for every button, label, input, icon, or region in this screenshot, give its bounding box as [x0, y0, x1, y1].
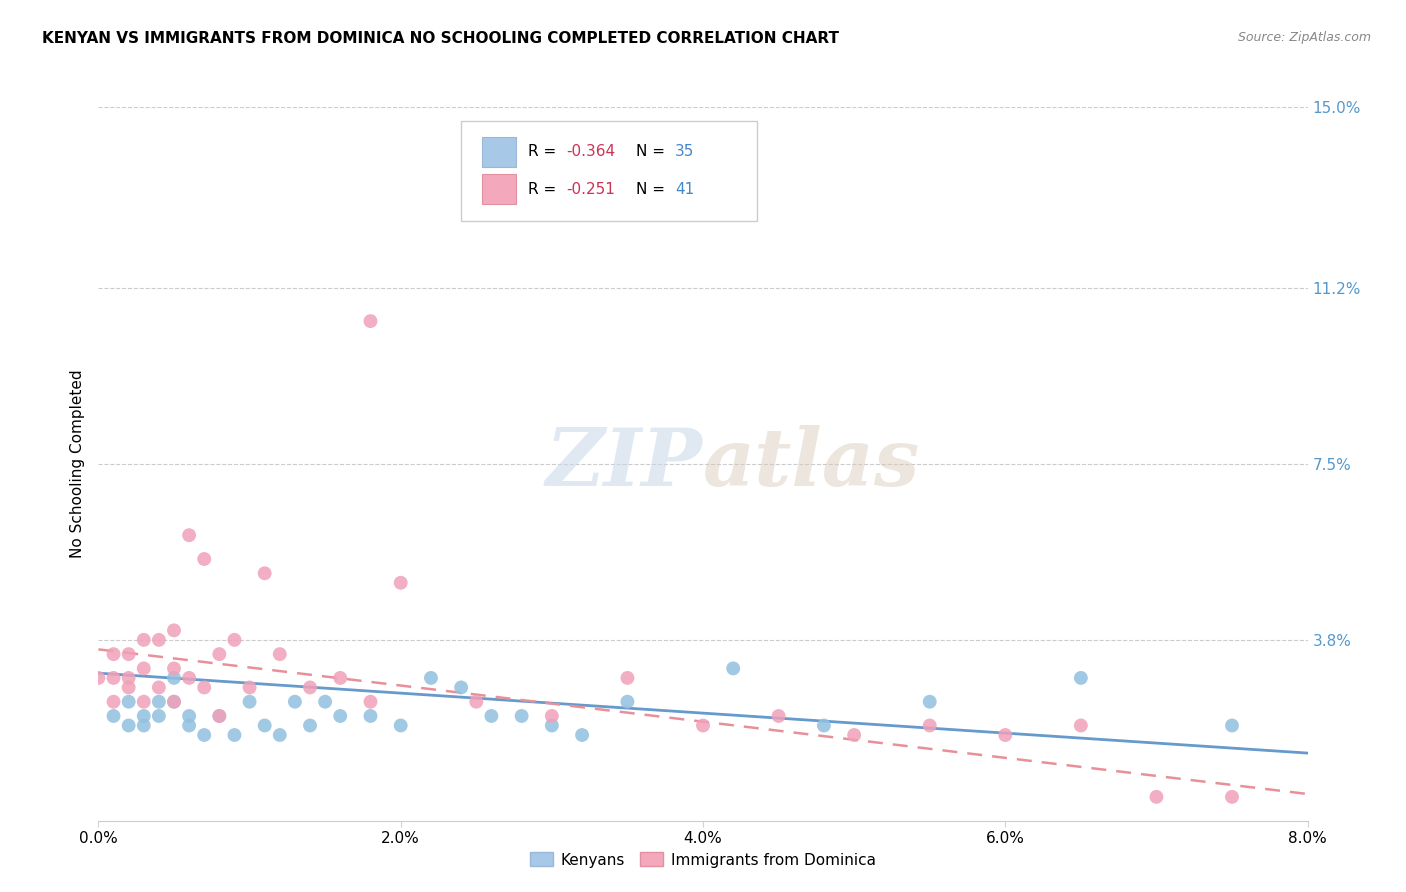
Point	[329, 709, 352, 723]
Text: N =: N =	[637, 182, 671, 196]
Point	[360, 695, 382, 709]
Point	[87, 671, 110, 685]
Point	[918, 718, 941, 732]
Point	[148, 709, 170, 723]
Point	[1220, 789, 1243, 804]
Point	[163, 671, 186, 685]
FancyBboxPatch shape	[482, 137, 516, 167]
Point	[314, 695, 336, 709]
Point	[208, 647, 231, 661]
Text: Source: ZipAtlas.com: Source: ZipAtlas.com	[1237, 31, 1371, 45]
Point	[510, 709, 533, 723]
Point	[1146, 789, 1168, 804]
Point	[148, 695, 170, 709]
Point	[193, 552, 215, 566]
Legend: Kenyans, Immigrants from Dominica: Kenyans, Immigrants from Dominica	[524, 847, 882, 873]
Point	[253, 718, 276, 732]
Point	[118, 681, 141, 695]
Point	[239, 695, 262, 709]
Point	[148, 681, 170, 695]
Point	[284, 695, 307, 709]
Point	[179, 528, 201, 542]
Point	[1070, 671, 1092, 685]
Point	[269, 728, 291, 742]
Point	[132, 661, 155, 675]
Point	[179, 718, 201, 732]
Point	[299, 681, 322, 695]
Point	[118, 671, 141, 685]
Text: R =: R =	[527, 145, 561, 160]
Text: ZIP: ZIP	[546, 425, 703, 502]
Text: 41: 41	[675, 182, 695, 196]
Point	[616, 671, 638, 685]
Point	[329, 671, 352, 685]
Point	[541, 709, 564, 723]
Point	[118, 647, 141, 661]
Point	[723, 661, 745, 675]
Point	[465, 695, 488, 709]
Point	[450, 681, 472, 695]
Point	[163, 661, 186, 675]
Point	[253, 566, 276, 581]
Point	[918, 695, 941, 709]
Text: -0.251: -0.251	[567, 182, 616, 196]
Point	[163, 624, 186, 638]
Point	[103, 671, 125, 685]
Point	[103, 709, 125, 723]
Text: R =: R =	[527, 182, 561, 196]
Point	[132, 709, 155, 723]
Point	[481, 709, 503, 723]
Point	[571, 728, 593, 742]
Text: atlas: atlas	[703, 425, 921, 502]
Point	[389, 575, 412, 590]
Text: N =: N =	[637, 145, 671, 160]
Point	[148, 632, 170, 647]
Point	[208, 709, 231, 723]
Point	[179, 671, 201, 685]
Point	[299, 718, 322, 732]
Point	[389, 718, 412, 732]
Point	[118, 695, 141, 709]
Point	[118, 718, 141, 732]
Text: KENYAN VS IMMIGRANTS FROM DOMINICA NO SCHOOLING COMPLETED CORRELATION CHART: KENYAN VS IMMIGRANTS FROM DOMINICA NO SC…	[42, 31, 839, 46]
Point	[193, 681, 215, 695]
Point	[692, 718, 714, 732]
Point	[844, 728, 866, 742]
Point	[1220, 718, 1243, 732]
Point	[224, 632, 246, 647]
Point	[163, 695, 186, 709]
Point	[813, 718, 835, 732]
Text: -0.364: -0.364	[567, 145, 616, 160]
Point	[193, 728, 215, 742]
Point	[132, 632, 155, 647]
Text: 35: 35	[675, 145, 695, 160]
Point	[616, 695, 638, 709]
Point	[360, 314, 382, 328]
FancyBboxPatch shape	[482, 174, 516, 204]
Point	[768, 709, 790, 723]
FancyBboxPatch shape	[461, 121, 758, 221]
Point	[269, 647, 291, 661]
Point	[132, 718, 155, 732]
Point	[994, 728, 1017, 742]
Point	[179, 709, 201, 723]
Point	[224, 728, 246, 742]
Point	[208, 709, 231, 723]
Point	[420, 671, 443, 685]
Point	[1070, 718, 1092, 732]
Y-axis label: No Schooling Completed: No Schooling Completed	[69, 369, 84, 558]
Point	[132, 695, 155, 709]
Point	[103, 695, 125, 709]
Point	[360, 709, 382, 723]
Point	[239, 681, 262, 695]
Point	[103, 647, 125, 661]
Point	[541, 718, 564, 732]
Point	[163, 695, 186, 709]
